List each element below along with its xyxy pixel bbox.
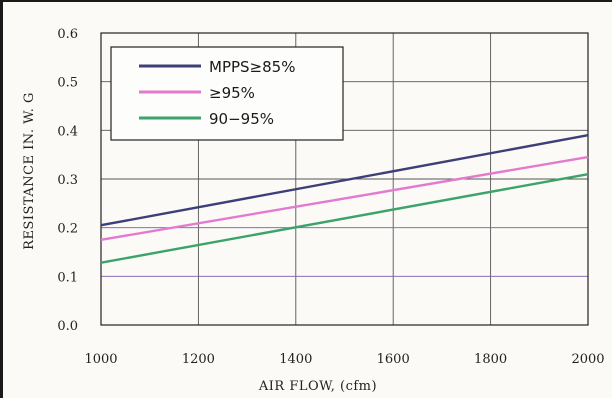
legend-label-1: ≥95% <box>209 84 255 102</box>
series-line-0 <box>100 134 589 227</box>
x-axis-label: AIR FLOW, (cfm) <box>258 379 377 394</box>
series-line-2 <box>100 172 589 264</box>
y-tick-label: 0.6 <box>57 27 78 42</box>
x-tick-label: 1600 <box>377 352 410 367</box>
y-tick-label: 0.5 <box>57 76 78 91</box>
y-tick-label: 0.2 <box>57 222 78 237</box>
series-lines <box>100 134 589 264</box>
x-tick-label: 1200 <box>182 352 215 367</box>
legend: MPPS≥85% ≥95% 90−95% <box>110 46 344 141</box>
y-tick-labels: 0.0 0.1 0.2 0.3 0.4 0.5 0.6 <box>57 27 78 334</box>
y-tick-label: 0.1 <box>57 270 78 285</box>
legend-label-0: MPPS≥85% <box>209 58 295 76</box>
x-tick-labels: 1000 1200 1400 1600 1800 2000 <box>84 352 604 367</box>
y-axis-label: RESISTANCE IN. W. G <box>22 92 37 250</box>
y-tick-label: 0.3 <box>57 173 78 188</box>
series-line-1 <box>100 155 589 242</box>
x-tick-label: 1000 <box>84 352 117 367</box>
plot-border <box>100 32 589 326</box>
legend-label-2: 90−95% <box>209 110 274 128</box>
y-tick-label: 0.0 <box>57 319 78 334</box>
x-tick-label: 2000 <box>571 352 604 367</box>
x-tick-label: 1800 <box>474 352 507 367</box>
x-tick-label: 1400 <box>279 352 312 367</box>
y-tick-label: 0.4 <box>57 124 78 139</box>
